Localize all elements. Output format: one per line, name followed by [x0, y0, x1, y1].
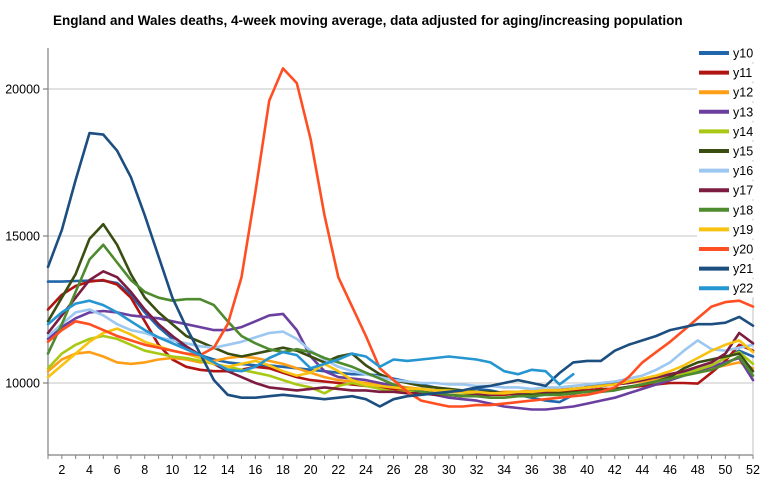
- legend-label-y22: y22: [733, 282, 753, 296]
- y-tick-label: 15000: [5, 230, 40, 244]
- legend-label-y17: y17: [733, 184, 753, 198]
- x-tick-label: 32: [470, 463, 484, 477]
- x-tick-label: 42: [608, 463, 622, 477]
- x-tick-label: 36: [525, 463, 539, 477]
- x-tick-label: 14: [221, 463, 235, 477]
- x-tick-label: 4: [86, 463, 93, 477]
- chart-title: England and Wales deaths, 4-week moving …: [53, 13, 683, 28]
- x-tick-label: 22: [331, 463, 345, 477]
- legend-item-y22: y22: [697, 279, 759, 298]
- legend-label-y11: y11: [733, 66, 752, 80]
- legend-item-y18: y18: [697, 200, 759, 219]
- x-tick-label: 16: [248, 463, 262, 477]
- legend-item-y17: y17: [697, 181, 759, 200]
- series-line-y15: [46, 222, 755, 397]
- legend-item-y19: y19: [697, 220, 759, 239]
- series-line-y21: [46, 131, 755, 408]
- legend-label-y15: y15: [733, 145, 753, 159]
- x-tick-label: 2: [58, 463, 65, 477]
- legend-label-y18: y18: [733, 203, 753, 217]
- x-tick-label: 8: [141, 463, 148, 477]
- legend-item-y15: y15: [697, 142, 759, 160]
- legend-label-y14: y14: [733, 125, 753, 139]
- x-tick-label: 28: [414, 463, 428, 477]
- legend-label-y13: y13: [733, 105, 753, 119]
- x-tick-label: 6: [114, 463, 121, 477]
- legend-label-y20: y20: [733, 243, 753, 257]
- legend-label-y19: y19: [733, 223, 753, 237]
- legend-item-y16: y16: [697, 161, 759, 180]
- legend-label-y21: y21: [733, 262, 753, 276]
- x-tick-label: 50: [718, 463, 732, 477]
- y-tick-label: 10000: [5, 377, 40, 391]
- legend-item-y20: y20: [697, 240, 759, 258]
- x-tick-label: 44: [635, 463, 649, 477]
- legend-item-y11: y11: [697, 63, 759, 82]
- x-tick-label: 48: [691, 463, 705, 477]
- x-tick-label: 30: [442, 463, 456, 477]
- series-line-y22: [46, 299, 575, 386]
- x-tick-label: 24: [359, 463, 373, 477]
- legend-item-y14: y14: [697, 122, 759, 141]
- x-tick-label: 26: [387, 463, 401, 477]
- legend-label-y12: y12: [733, 86, 753, 100]
- x-tick-label: 34: [497, 463, 511, 477]
- x-tick-label: 52: [746, 463, 760, 477]
- legend-label-y16: y16: [733, 164, 753, 178]
- y-tick-label: 20000: [5, 83, 40, 97]
- x-tick-label: 12: [193, 463, 207, 477]
- legend-item-y10: y10: [697, 44, 759, 62]
- legend-item-y12: y12: [697, 83, 759, 102]
- series-line-y16: [46, 308, 755, 391]
- x-tick-label: 10: [165, 463, 179, 477]
- series-line-y17: [46, 269, 755, 398]
- x-tick-label: 38: [553, 463, 567, 477]
- legend-item-y13: y13: [697, 102, 759, 121]
- legend-item-y21: y21: [697, 259, 759, 278]
- x-tick-label: 46: [663, 463, 677, 477]
- legend-label-y10: y10: [733, 47, 753, 61]
- x-tick-label: 20: [304, 463, 318, 477]
- x-tick-label: 40: [580, 463, 594, 477]
- x-tick-label: 18: [276, 463, 290, 477]
- series-line-y20: [46, 67, 755, 408]
